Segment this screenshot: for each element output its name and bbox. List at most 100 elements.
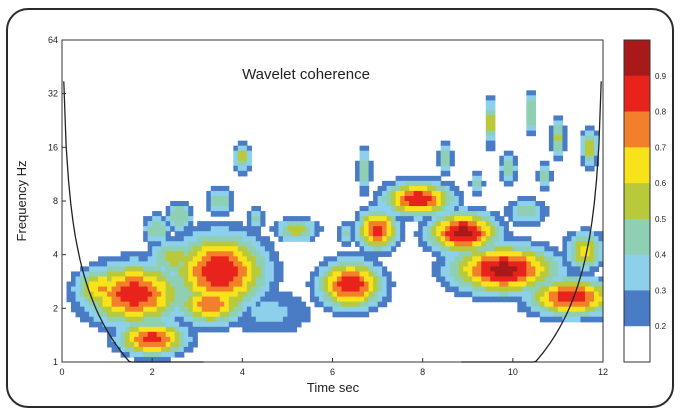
coherence-cell bbox=[557, 276, 564, 283]
coherence-cell bbox=[557, 155, 564, 162]
coherence-cell bbox=[422, 236, 428, 242]
coherence-cell bbox=[107, 286, 113, 293]
coherence-cell bbox=[503, 256, 509, 262]
coherence-cell bbox=[593, 301, 600, 308]
coherence-cell bbox=[485, 226, 491, 232]
coherence-cell bbox=[183, 221, 189, 227]
coherence-cell bbox=[499, 266, 505, 273]
coherence-cell bbox=[382, 281, 388, 288]
coherence-cell bbox=[476, 221, 482, 227]
coherence-cell bbox=[368, 170, 374, 177]
coherence-cell bbox=[296, 236, 302, 242]
coherence-cell bbox=[499, 291, 505, 298]
coherence-cell bbox=[188, 311, 194, 318]
coherence-cell bbox=[373, 281, 379, 288]
coherence-cell bbox=[156, 341, 162, 348]
coherence-cell bbox=[98, 306, 104, 313]
coherence-cell bbox=[346, 271, 352, 278]
coherence-cell bbox=[539, 251, 545, 257]
coherence-cell bbox=[517, 251, 523, 257]
coherence-cell bbox=[156, 316, 162, 323]
coherence-cell bbox=[260, 276, 266, 283]
coherence-cell bbox=[548, 281, 555, 288]
coherence-cell bbox=[143, 326, 149, 333]
coherence-cell bbox=[165, 241, 171, 247]
coherence-cell bbox=[530, 296, 536, 303]
coherence-cell bbox=[490, 115, 496, 122]
coherence-cell bbox=[440, 251, 446, 257]
coherence-cell bbox=[508, 206, 514, 212]
coherence-cell bbox=[562, 306, 568, 313]
coherence-cell bbox=[458, 251, 464, 257]
coherence-cell bbox=[278, 261, 284, 268]
colorbar-tick-label: 0.9 bbox=[655, 72, 667, 81]
coherence-cell bbox=[318, 286, 325, 293]
coherence-cell bbox=[553, 251, 559, 257]
coherence-cell bbox=[481, 276, 487, 283]
coherence-cell bbox=[273, 226, 279, 232]
coherence-cell bbox=[300, 311, 307, 318]
coherence-cell bbox=[206, 246, 212, 252]
coherence-cell bbox=[237, 170, 243, 177]
coherence-cell bbox=[355, 216, 361, 222]
coherence-cell bbox=[143, 331, 149, 338]
coherence-cell bbox=[580, 291, 586, 298]
coherence-cell bbox=[494, 241, 500, 247]
coherence-cell bbox=[183, 331, 189, 338]
coherence-cell bbox=[485, 231, 491, 237]
coherence-cell bbox=[201, 271, 207, 278]
coherence-cell bbox=[508, 261, 514, 268]
coherence-cell bbox=[282, 301, 289, 308]
coherence-cell bbox=[237, 236, 243, 242]
coherence-cell bbox=[264, 261, 270, 268]
coherence-cell bbox=[251, 216, 257, 222]
coherence-cell bbox=[161, 326, 167, 333]
coherence-cell bbox=[84, 276, 90, 283]
coherence-cell bbox=[242, 150, 248, 157]
coherence-cell bbox=[206, 195, 212, 202]
coherence-cell bbox=[589, 160, 595, 167]
coherence-cell bbox=[476, 256, 482, 262]
coherence-cell bbox=[571, 306, 577, 313]
coherence-cell bbox=[445, 155, 451, 162]
coherence-cell bbox=[575, 276, 582, 283]
coherence-cell bbox=[278, 231, 284, 237]
coherence-cell bbox=[147, 301, 153, 308]
coherence-cell bbox=[102, 276, 108, 283]
coherence-cell bbox=[237, 286, 243, 293]
coherence-cell bbox=[242, 266, 248, 273]
coherence-cell bbox=[530, 251, 536, 257]
coherence-cell bbox=[436, 236, 442, 242]
coherence-cell bbox=[179, 241, 185, 247]
coherence-cell bbox=[364, 276, 370, 283]
coherence-cell bbox=[228, 276, 234, 283]
coherence-cell bbox=[598, 276, 604, 283]
coherence-cell bbox=[318, 261, 325, 268]
coherence-cell bbox=[553, 266, 559, 273]
coherence-cell bbox=[147, 216, 153, 222]
coherence-cell bbox=[427, 195, 433, 202]
coherence-cell bbox=[553, 120, 559, 127]
coherence-cell bbox=[323, 306, 329, 313]
coherence-cell bbox=[75, 311, 81, 318]
coherence-cell bbox=[174, 326, 180, 333]
coherence-cell bbox=[512, 175, 518, 182]
coherence-cell bbox=[224, 251, 230, 257]
coherence-cell bbox=[418, 211, 424, 217]
coherence-cell bbox=[314, 281, 320, 288]
coherence-cell bbox=[368, 256, 374, 262]
coherence-cell bbox=[228, 261, 234, 268]
coherence-cell bbox=[346, 226, 352, 232]
coherence-cell bbox=[233, 311, 239, 318]
coherence-cell bbox=[377, 185, 383, 192]
coherence-cell bbox=[494, 231, 500, 237]
coherence-cell bbox=[575, 296, 582, 303]
coherence-cell bbox=[278, 311, 284, 318]
coherence-cell bbox=[575, 316, 582, 323]
coherence-cell bbox=[499, 276, 505, 283]
coherence-cell bbox=[233, 231, 239, 237]
coherence-cell bbox=[535, 241, 541, 247]
coherence-cell bbox=[395, 236, 401, 242]
coherence-cell bbox=[219, 251, 225, 257]
coherence-cell bbox=[143, 316, 149, 323]
